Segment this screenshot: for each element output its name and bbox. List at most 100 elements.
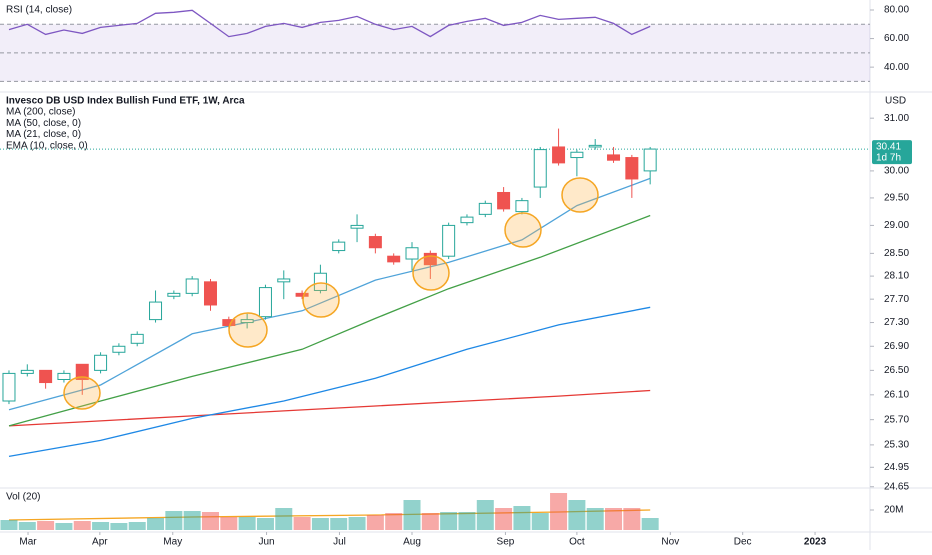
volume-bar bbox=[513, 506, 531, 530]
y-tick-label: 30.00 bbox=[884, 166, 909, 177]
candle-body bbox=[350, 224, 364, 229]
candle-body bbox=[203, 281, 217, 306]
candle-body bbox=[423, 252, 437, 266]
candle-body bbox=[258, 287, 272, 318]
candle-body bbox=[185, 278, 199, 294]
highlight bbox=[228, 312, 268, 348]
x-tick-label: Jul bbox=[333, 537, 346, 548]
candle-body bbox=[570, 151, 584, 159]
candle-body bbox=[112, 345, 126, 353]
candle-body bbox=[20, 369, 34, 374]
x-tick-label: May bbox=[163, 537, 182, 548]
y-tick-label: 25.70 bbox=[884, 414, 909, 425]
volume-bar bbox=[37, 521, 55, 530]
candle-body bbox=[588, 144, 602, 148]
candle-body bbox=[75, 363, 89, 380]
legend-entry: MA (200, close) bbox=[6, 107, 75, 118]
candle-body bbox=[149, 301, 163, 321]
candle-body bbox=[368, 236, 382, 249]
volume-bar bbox=[568, 500, 586, 530]
volume-bar bbox=[586, 508, 604, 530]
volume-bar bbox=[641, 518, 659, 530]
legend-entry: MA (50, close, 0) bbox=[6, 118, 81, 129]
volume-bar bbox=[330, 518, 348, 530]
volume-bar bbox=[92, 522, 110, 530]
volume-title: Vol (20) bbox=[6, 492, 40, 503]
highlight bbox=[302, 282, 340, 318]
volume-bar bbox=[256, 518, 274, 530]
volume-bar bbox=[385, 513, 403, 530]
volume-bar bbox=[366, 515, 384, 530]
candle-body bbox=[39, 369, 53, 384]
x-tick-label: Mar bbox=[19, 537, 37, 548]
volume-bar bbox=[348, 517, 366, 530]
y-tick-label: 25.30 bbox=[884, 440, 909, 451]
y-tick-label: 27.30 bbox=[884, 317, 909, 328]
highlight bbox=[412, 255, 450, 291]
x-tick-label: Jun bbox=[258, 537, 274, 548]
countdown-label: 1d 7h bbox=[876, 153, 901, 164]
candle-body bbox=[515, 200, 529, 213]
volume-bar bbox=[311, 518, 329, 530]
y-tick-label: 28.50 bbox=[884, 248, 909, 259]
candle-body bbox=[222, 319, 236, 326]
y-tick-label: 29.00 bbox=[884, 220, 909, 231]
volume-bar bbox=[458, 512, 476, 530]
volume-bar bbox=[293, 517, 311, 530]
candle-body bbox=[625, 157, 639, 180]
last-price-box bbox=[872, 140, 912, 165]
y-tick-label: 60.00 bbox=[884, 33, 909, 44]
y-tick-label: 31.00 bbox=[884, 113, 909, 124]
candle-body bbox=[332, 241, 346, 252]
moving-average bbox=[8, 389, 651, 427]
volume-bar bbox=[421, 513, 439, 530]
legend-entry: EMA (10, close, 0) bbox=[6, 141, 88, 152]
volume-bar bbox=[0, 520, 18, 530]
moving-average bbox=[8, 214, 651, 427]
candle-body bbox=[533, 149, 547, 188]
y-tick-label: 26.90 bbox=[884, 341, 909, 352]
volume-bar bbox=[495, 508, 513, 530]
volume-bar bbox=[55, 523, 73, 530]
y-axis-label: USD bbox=[885, 96, 906, 107]
candle-body bbox=[442, 224, 456, 257]
candle-body bbox=[607, 154, 621, 161]
y-tick-label: 29.50 bbox=[884, 193, 909, 204]
candle-body bbox=[277, 278, 291, 283]
y-tick-label: 40.00 bbox=[884, 62, 909, 73]
volume-bar bbox=[238, 517, 256, 530]
highlight bbox=[63, 376, 101, 410]
volume-bar bbox=[110, 523, 128, 530]
legend-entry: MA (21, close, 0) bbox=[6, 129, 81, 140]
candle-body bbox=[240, 319, 254, 324]
y-tick-label: 24.65 bbox=[884, 481, 909, 492]
x-tick-label: Sep bbox=[497, 537, 515, 548]
moving-average bbox=[8, 306, 651, 458]
x-tick-label: Apr bbox=[92, 537, 108, 548]
volume-bar bbox=[440, 512, 458, 530]
volume-bar bbox=[531, 513, 549, 530]
moving-average bbox=[8, 177, 651, 411]
volume-bar bbox=[476, 500, 494, 530]
y-tick-label: 27.70 bbox=[884, 294, 909, 305]
volume-bar bbox=[275, 508, 293, 530]
y-tick-label: 24.95 bbox=[884, 462, 909, 473]
candle-body bbox=[497, 191, 511, 210]
highlight bbox=[561, 177, 599, 213]
volume-bar bbox=[128, 522, 146, 530]
main-title: Invesco DB USD Index Bullish Fund ETF, 1… bbox=[6, 96, 245, 107]
volume-bar bbox=[623, 508, 641, 530]
volume-bar bbox=[147, 518, 165, 530]
candle-body bbox=[295, 292, 309, 297]
candle-body bbox=[478, 202, 492, 215]
x-tick-label: Aug bbox=[403, 537, 421, 548]
volume-bar bbox=[605, 508, 623, 530]
highlight-circles bbox=[63, 177, 599, 410]
y-tick-label: 26.10 bbox=[884, 389, 909, 400]
candle-body bbox=[57, 372, 71, 380]
highlight bbox=[504, 212, 542, 248]
y-tick-label: 20M bbox=[884, 505, 903, 516]
candle-body bbox=[387, 255, 401, 263]
